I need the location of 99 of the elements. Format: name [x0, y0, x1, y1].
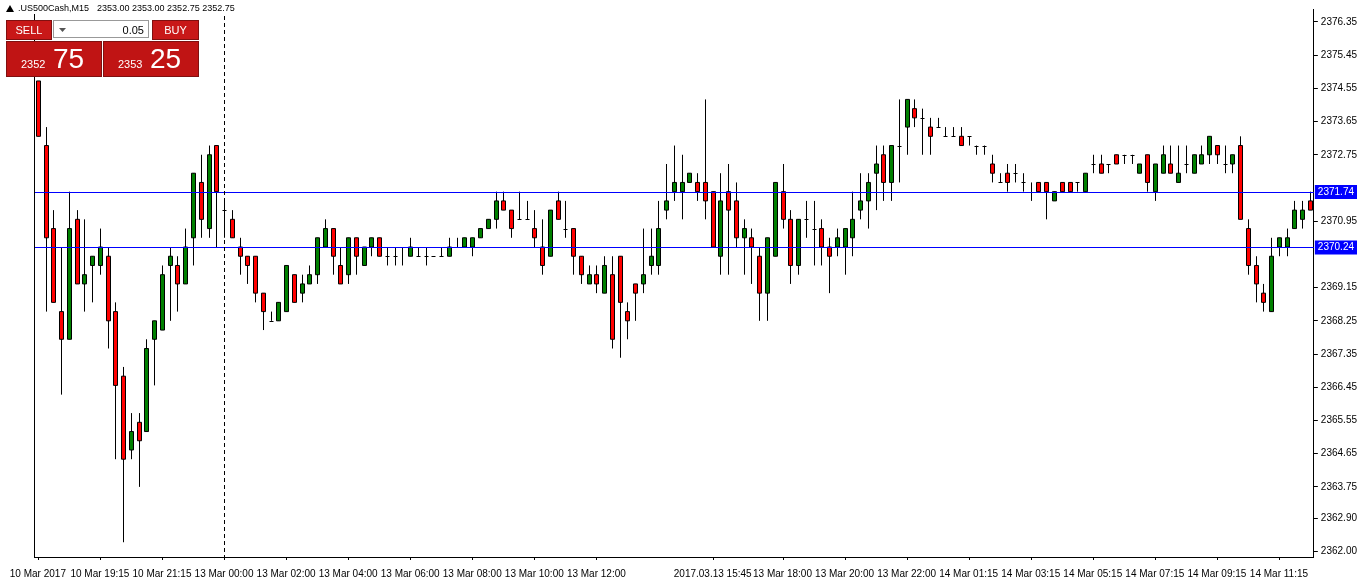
candlestick: [633, 283, 638, 322]
x-tick-label: 13 Mar 08:00: [442, 567, 503, 579]
x-tick-label: 13 Mar 12:00: [566, 567, 627, 579]
candlestick: [1161, 145, 1166, 174]
candlestick: [59, 246, 64, 396]
candlestick: [385, 246, 390, 266]
candlestick: [113, 301, 118, 460]
candlestick: [571, 228, 576, 276]
candlestick: [1145, 154, 1150, 193]
candlestick: [1223, 145, 1228, 174]
x-tick-label: 14 Mar 11:15: [1249, 567, 1309, 579]
y-tick-label: 2372.75: [1320, 148, 1358, 160]
x-tick-label: 13 Mar 20:00: [815, 567, 875, 579]
x-tick-label: 14 Mar 09:15: [1187, 567, 1247, 579]
candlestick: [951, 126, 956, 137]
candlestick: [501, 191, 506, 211]
candlestick: [1021, 172, 1026, 193]
candlestick: [354, 237, 359, 276]
candlestick: [67, 191, 72, 340]
candlestick: [664, 163, 669, 220]
candlestick: [160, 264, 165, 331]
x-tick-label: 14 Mar 03:15: [1001, 567, 1061, 579]
annotation: BUY: [152, 20, 199, 40]
candlestick: [967, 135, 972, 147]
y-tick-label: 2367.35: [1320, 347, 1358, 359]
annotation: 2352: [21, 58, 46, 70]
candlestick: [556, 191, 561, 220]
candlestick: [269, 311, 274, 322]
candlestick: [424, 246, 429, 266]
candlestick: [804, 200, 809, 239]
candlestick: [812, 200, 817, 266]
x-tick-label: 13 Mar 18:00: [753, 567, 813, 579]
candlestick: [858, 172, 863, 220]
ref-line-label: 2371.74: [1317, 185, 1355, 197]
x-tick-label: 14 Mar 01:15: [939, 567, 999, 579]
candlestick: [377, 237, 382, 257]
y-tick-label: 2375.45: [1320, 48, 1358, 60]
candlestick: [656, 200, 661, 276]
x-tick-label: 13 Mar 04:00: [318, 567, 379, 579]
x-tick-label: 10 Mar 19:15: [70, 567, 130, 579]
x-tick-label: 13 Mar 22:00: [877, 567, 937, 579]
y-tick-label: 2370.95: [1320, 214, 1358, 226]
y-tick-label: 2362.00: [1320, 545, 1358, 557]
x-tick-label: 10 Mar 2017: [9, 567, 67, 579]
annotation: 75: [53, 43, 85, 74]
candlestick: [920, 108, 925, 156]
candlestick: [525, 200, 530, 220]
candlestick: [51, 209, 56, 303]
x-tick-label: 14 Mar 05:15: [1063, 567, 1123, 579]
x-tick-label: 10 Mar 21:15: [132, 567, 192, 579]
y-tick-label: 2373.65: [1320, 115, 1358, 127]
candlestick: [1075, 181, 1080, 193]
candlestick: [152, 320, 157, 386]
quantity-field: 0.05: [53, 20, 149, 38]
x-tick-label: 13 Mar 02:00: [256, 567, 316, 579]
candlestick: [1246, 218, 1251, 276]
y-tick-label: 2364.65: [1320, 447, 1358, 459]
candlestick: [897, 98, 902, 183]
candlestick: [331, 228, 336, 276]
candlestick: [292, 274, 297, 303]
candlestick: [563, 200, 568, 239]
candlestick: [781, 163, 786, 230]
ref-line-label: 2370.24: [1317, 241, 1355, 253]
candlestick: [881, 145, 886, 202]
x-tick-label: 2017.03.13 15:45: [673, 567, 753, 579]
y-tick-label: 2368.25: [1320, 314, 1358, 326]
candlestick: [718, 172, 723, 276]
x-tick-label: 13 Mar 00:00: [194, 567, 254, 579]
candlestick: [1192, 154, 1197, 174]
y-tick-label: 2365.55: [1320, 414, 1358, 426]
y-tick-label: 2363.75: [1320, 480, 1358, 492]
x-tick-label: 14 Mar 07:15: [1125, 567, 1185, 579]
candlestick: [936, 117, 941, 128]
y-tick-label: 2376.35: [1320, 15, 1358, 27]
candlestick: [610, 255, 615, 349]
candlestick: [1091, 154, 1096, 174]
y-tick-label: 2362.90: [1320, 512, 1358, 523]
chart-subtitle: 2353.00 2353.00 2352.75 2352.75: [97, 3, 235, 13]
candlestick: [998, 172, 1003, 183]
annotation: SELL: [6, 20, 52, 40]
candlestick: [393, 246, 398, 266]
annotation: 2353: [118, 58, 143, 70]
candlestick: [1013, 163, 1018, 183]
chart-title: .US500Cash,M15: [18, 3, 90, 13]
candlestick: [726, 163, 731, 276]
candlestick: [517, 191, 522, 220]
x-tick-label: 13 Mar 10:00: [504, 567, 565, 579]
candlestick: [1184, 145, 1189, 174]
y-tick-label: 2369.15: [1320, 281, 1358, 293]
candlestick: [300, 274, 305, 303]
candlestick: [943, 126, 948, 137]
candlestick: [1238, 135, 1243, 220]
candlestick: [889, 145, 894, 202]
x-tick-label: 13 Mar 06:00: [380, 567, 441, 579]
candlestick: [494, 191, 499, 230]
y-tick-label: 2374.55: [1320, 82, 1358, 94]
y-tick-label: 2366.45: [1320, 381, 1358, 392]
candlestick: [765, 237, 770, 322]
annotation: 25: [150, 43, 182, 74]
